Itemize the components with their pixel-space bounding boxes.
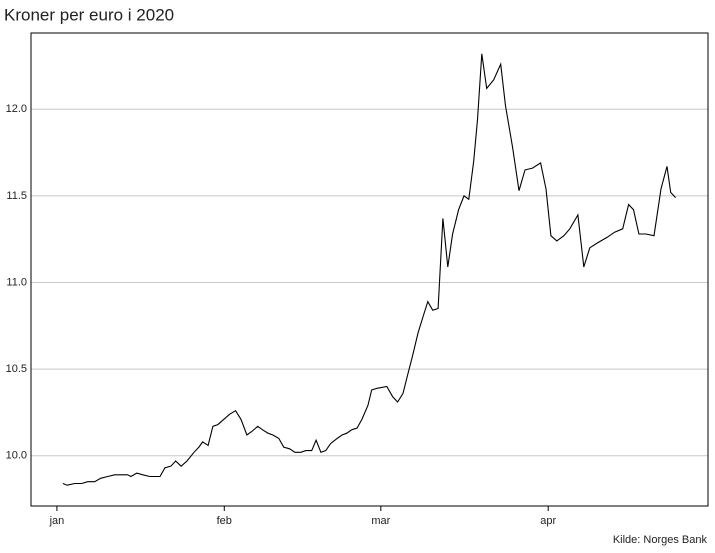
source: Kilde: Norges Bank (613, 534, 708, 546)
x-tick-label: apr (540, 515, 556, 527)
y-tick-label: 12.0 (6, 103, 27, 115)
y-tick-label: 11.5 (6, 190, 27, 202)
y-tick-label: 10.5 (6, 363, 27, 375)
chart-title: Kroner per euro i 2020 (4, 5, 174, 24)
plot-frame (30, 32, 709, 507)
line-series (62, 53, 677, 486)
y-tick-label: 10.0 (6, 450, 27, 462)
x-tick-label: feb (217, 515, 232, 527)
x-tick-label: mar (371, 515, 390, 527)
x-tick-label: jan (49, 515, 65, 527)
y-tick-label: 11.0 (6, 276, 27, 288)
